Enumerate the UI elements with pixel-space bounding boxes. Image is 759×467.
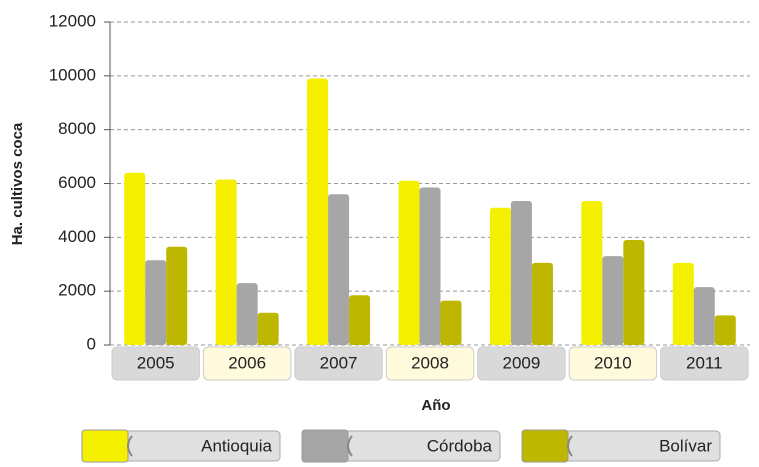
- legend-notch: [347, 435, 353, 457]
- x-axis-label: Año: [421, 397, 450, 414]
- legend-label: Antioquia: [201, 436, 272, 455]
- bar: [693, 287, 715, 345]
- y-tick-label: 2000: [58, 281, 96, 300]
- x-tick-label: 2005: [137, 353, 175, 372]
- y-tick-label: 8000: [58, 119, 96, 138]
- bar: [328, 194, 350, 345]
- category-box: [385, 346, 475, 381]
- y-axis-label: Ha. cultivos coca: [9, 122, 26, 245]
- category-box: [111, 346, 200, 381]
- bar: [581, 200, 603, 345]
- bar: [124, 172, 146, 345]
- legend-swatch: [301, 429, 349, 463]
- bar: [398, 180, 420, 345]
- category-box: [294, 346, 383, 381]
- bar: [166, 246, 188, 345]
- bar: [714, 315, 736, 345]
- bar: [440, 300, 462, 345]
- bar: [419, 187, 441, 345]
- legend-label: Córdoba: [427, 436, 493, 455]
- legend-swatch: [521, 429, 569, 463]
- bar: [349, 295, 371, 345]
- category-box: [660, 346, 749, 381]
- x-tick-label: 2007: [320, 353, 358, 372]
- bar: [531, 262, 553, 345]
- x-tick-label: 2011: [686, 353, 723, 372]
- legend-swatch: [81, 429, 129, 463]
- bar: [236, 283, 258, 345]
- x-tick-label: 2009: [503, 353, 541, 372]
- bar: [602, 256, 624, 345]
- bar: [145, 260, 167, 345]
- bar: [307, 78, 329, 346]
- y-tick-label: 10000: [49, 65, 96, 84]
- y-tick-label: 6000: [58, 173, 96, 192]
- bar: [672, 262, 694, 345]
- x-tick-label: 2008: [411, 353, 449, 372]
- legend-notch: [567, 435, 573, 457]
- bar: [257, 312, 279, 345]
- legend-label: Bolívar: [659, 436, 712, 455]
- bar: [489, 207, 511, 345]
- y-tick-label: 0: [87, 334, 96, 353]
- bar: [510, 200, 532, 345]
- bar: [215, 179, 237, 345]
- x-tick-label: 2006: [228, 353, 266, 372]
- y-tick-label: 4000: [58, 227, 96, 246]
- category-box: [477, 346, 566, 381]
- x-tick-label: 2010: [594, 353, 632, 372]
- y-tick-label: 12000: [49, 11, 96, 30]
- legend-notch: [127, 435, 133, 457]
- category-box: [568, 346, 658, 381]
- bar: [623, 240, 645, 345]
- category-box: [202, 346, 292, 381]
